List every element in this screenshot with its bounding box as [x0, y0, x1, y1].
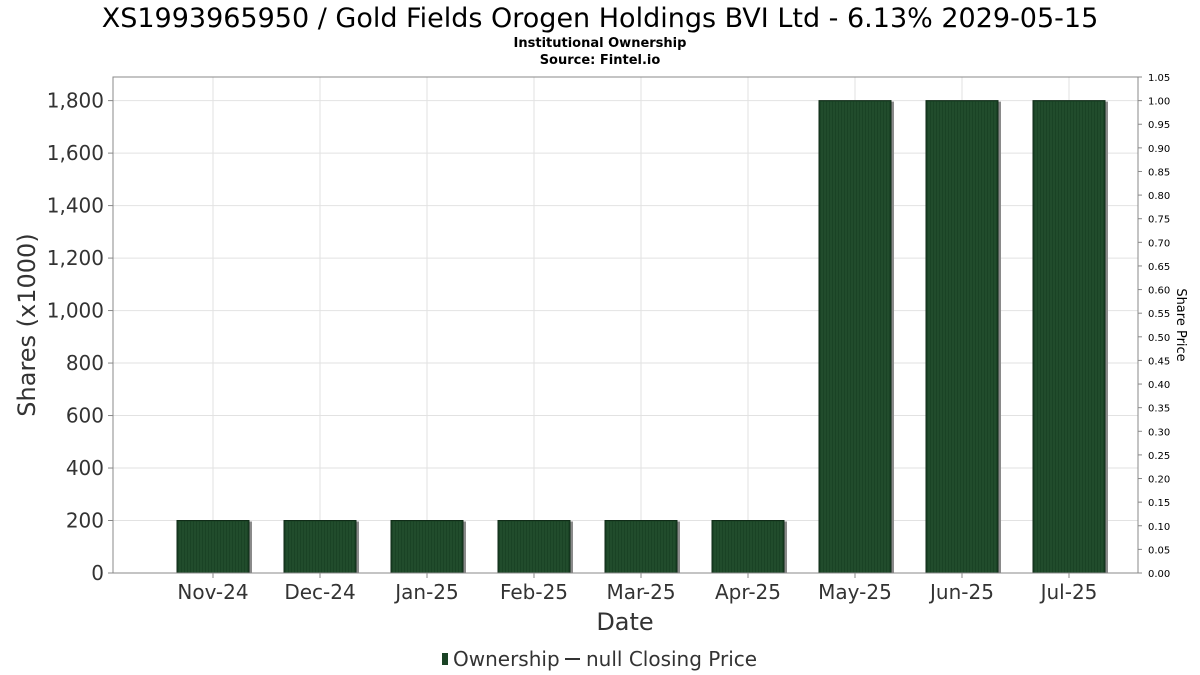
y2-tick-label: 1.00 — [1148, 97, 1170, 108]
x-tick-label: Jul-25 — [1039, 580, 1098, 604]
y2-tick-label: 1.05 — [1148, 73, 1170, 84]
legend-price-label: null Closing Price — [586, 647, 757, 671]
x-tick-label: Mar-25 — [606, 580, 675, 604]
x-tick-label: Feb-25 — [500, 580, 568, 604]
y2-tick-label: 0.80 — [1148, 191, 1170, 202]
x-axis-title: Date — [596, 608, 653, 636]
y-tick-label: 1,800 — [47, 89, 104, 113]
bar-Apr-25 — [711, 520, 787, 574]
legend-ownership-swatch — [442, 653, 448, 665]
legend: Ownership null Closing Price — [442, 647, 757, 671]
bar-Jan-25 — [390, 520, 466, 574]
bar-Jun-25 — [925, 100, 1001, 574]
y2-tick-label: 0.05 — [1148, 545, 1170, 556]
y-tick-label: 400 — [66, 456, 104, 480]
y2-tick-label: 0.30 — [1148, 427, 1170, 438]
y-tick-label: 1,400 — [47, 194, 104, 218]
y-axis-ticks: 0 200 400 600 800 1,000 1,200 1,400 1,600 1,800 — [47, 89, 113, 585]
y2-tick-label: 0.15 — [1148, 498, 1170, 509]
y2-tick-label: 0.35 — [1148, 404, 1170, 415]
y2-tick-label: 0.45 — [1148, 356, 1170, 367]
y-tick-label: 0 — [91, 561, 104, 585]
x-axis-ticks: Nov-24 Dec-24 Jan-25 Feb-25 Mar-25 Apr-25 May-… — [177, 573, 1097, 604]
y2-tick-label: 0.95 — [1148, 120, 1170, 131]
y2-tick-label: 0.40 — [1148, 380, 1170, 391]
bar-Jul-25 — [1032, 100, 1108, 574]
x-tick-label: Jun-25 — [928, 580, 994, 604]
y-tick-label: 1,600 — [47, 141, 104, 165]
y2-tick-label: 0.50 — [1148, 333, 1170, 344]
chart-title: XS1993965950 / Gold Fields Orogen Holdin… — [102, 3, 1099, 34]
y2-tick-label: 0.20 — [1148, 475, 1170, 486]
y-tick-label: 200 — [66, 509, 104, 533]
bar-May-25 — [818, 100, 894, 574]
bar-Mar-25 — [604, 520, 680, 574]
y2-tick-label: 0.60 — [1148, 286, 1170, 297]
x-tick-label: Dec-24 — [284, 580, 355, 604]
x-tick-label: Apr-25 — [715, 580, 781, 604]
bar-Nov-24 — [176, 520, 252, 574]
y2-tick-label: 0.10 — [1148, 522, 1170, 533]
y-axis-title: Shares (x1000) — [13, 233, 41, 416]
y2-axis-ticks: 0.00 0.05 0.10 0.15 0.20 0.25 0.30 0.35 0.40 0.45… — [1138, 73, 1170, 580]
x-tick-label: Nov-24 — [177, 580, 248, 604]
y2-tick-label: 0.00 — [1148, 569, 1170, 580]
y2-axis-title: Share Price — [1173, 288, 1188, 361]
y-tick-label: 1,000 — [47, 299, 104, 323]
y2-tick-label: 0.55 — [1148, 309, 1170, 320]
y2-tick-label: 0.65 — [1148, 262, 1170, 273]
y2-tick-label: 0.70 — [1148, 238, 1170, 249]
y2-tick-label: 0.90 — [1148, 144, 1170, 155]
bar-Dec-24 — [283, 520, 359, 574]
y2-tick-label: 0.25 — [1148, 451, 1170, 462]
chart-subtitle: Institutional Ownership — [514, 36, 687, 51]
legend-ownership-label: Ownership — [453, 647, 560, 671]
y-tick-label: 1,200 — [47, 246, 104, 270]
x-tick-label: Jan-25 — [393, 580, 459, 604]
y-tick-label: 800 — [66, 351, 104, 375]
bars — [176, 100, 1108, 574]
y2-tick-label: 0.75 — [1148, 215, 1170, 226]
x-tick-label: May-25 — [818, 580, 892, 604]
axes — [112, 77, 1139, 574]
chart-source: Source: Fintel.io — [540, 53, 661, 68]
y-tick-label: 600 — [66, 404, 104, 428]
y2-tick-label: 0.85 — [1148, 167, 1170, 178]
bar-Feb-25 — [497, 520, 573, 574]
